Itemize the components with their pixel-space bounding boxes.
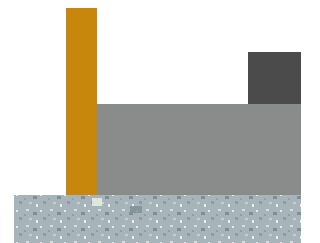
gray-platform <box>97 104 301 196</box>
ground-shadow <box>130 206 142 213</box>
ground-highlight <box>92 198 102 206</box>
page <box>0 0 301 243</box>
dark-block <box>248 52 301 105</box>
orange-pillar <box>66 8 97 196</box>
ground <box>14 195 301 243</box>
scene <box>0 0 301 243</box>
